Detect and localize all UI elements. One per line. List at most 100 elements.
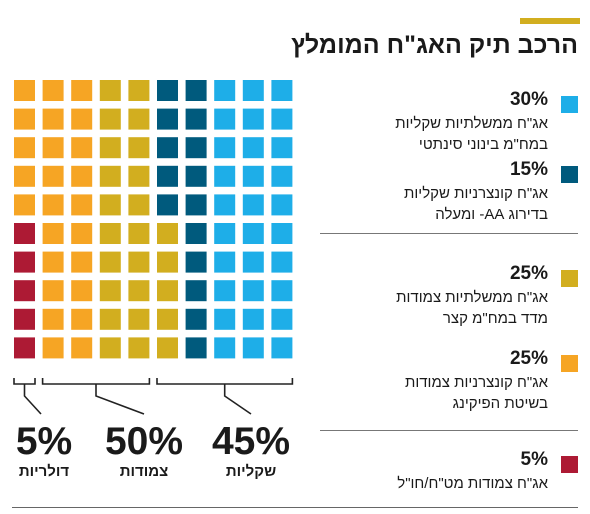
group-pct-dollar: 5% xyxy=(15,420,73,463)
group-bracket xyxy=(13,378,36,385)
waffle-cell xyxy=(99,251,121,273)
waffle-cell xyxy=(242,223,264,244)
legend-pct: 5% xyxy=(520,449,548,470)
waffle-cell xyxy=(185,80,207,101)
waffle-cell xyxy=(271,308,293,330)
waffle-cell xyxy=(242,251,264,273)
waffle-cell xyxy=(185,251,207,273)
waffle-cell xyxy=(271,223,293,244)
title-accent-bar xyxy=(520,18,580,24)
waffle-cell xyxy=(185,223,207,244)
waffle-cell xyxy=(214,165,236,187)
legend-desc: אג"ח צמודות מט"ח/חו"ל xyxy=(338,473,548,494)
waffle-cell xyxy=(42,251,64,273)
legend-swatch-red xyxy=(561,456,578,473)
legend-desc-line1: אג"ח ממשלתיות צמודות xyxy=(396,289,548,306)
legend-desc-line2: בדירוג AA- ומעלה xyxy=(435,206,548,223)
waffle-cell xyxy=(214,308,236,330)
legend-pct: 25% xyxy=(509,348,548,369)
group-pct-shekel: 45% xyxy=(211,420,291,463)
waffle-cell xyxy=(99,80,121,101)
waffle-cell xyxy=(128,194,150,216)
legend-desc: אג"ח קונצרניות צמודות בשיטת הפיקינג xyxy=(338,372,548,414)
waffle-cell xyxy=(128,137,150,159)
waffle-cell xyxy=(42,308,64,330)
waffle-cell xyxy=(14,137,35,159)
waffle-cell xyxy=(185,137,207,159)
waffle-cell xyxy=(99,108,121,130)
waffle-cell xyxy=(14,251,35,273)
group-label-dollar: דולריות xyxy=(18,463,70,480)
waffle-cell xyxy=(99,137,121,159)
waffle-cell xyxy=(185,308,207,330)
waffle-cell xyxy=(271,280,293,302)
waffle-cell xyxy=(271,251,293,273)
waffle-cell xyxy=(128,108,150,130)
waffle-cell xyxy=(99,165,121,187)
legend-desc-line1: אג"ח ממשלתיות שקליות xyxy=(395,115,548,132)
waffle-cell xyxy=(242,194,264,216)
legend-pct: 30% xyxy=(509,89,548,110)
waffle-cell xyxy=(128,223,150,244)
legend-separator xyxy=(320,430,578,431)
waffle-cell xyxy=(14,108,35,130)
waffle-cell xyxy=(214,223,236,244)
legend-desc-line2: בשיטת הפיקינג xyxy=(452,395,548,412)
legend-item-corp-shekel: 15% אג"ח קונצרניות שקליות בדירוג AA- ומע… xyxy=(338,158,578,223)
waffle-cell xyxy=(185,194,207,216)
legend-swatch-dark-blue xyxy=(561,166,578,183)
group-pct-indexed: 50% xyxy=(104,420,184,463)
legend-desc: אג"ח ממשלתיות שקליות במח"מ בינוני סינתטי xyxy=(338,113,548,155)
waffle-cell xyxy=(42,108,64,130)
waffle-cell xyxy=(71,251,93,273)
legend-item-gov-shekel: 30% אג"ח ממשלתיות שקליות במח"מ בינוני סי… xyxy=(338,88,578,153)
waffle-cell xyxy=(71,165,93,187)
waffle-cell xyxy=(14,194,35,216)
waffle-cell xyxy=(128,251,150,273)
waffle-cell xyxy=(71,337,93,359)
waffle-cell xyxy=(99,223,121,244)
waffle-cell xyxy=(214,108,236,130)
group-connector xyxy=(95,384,145,415)
waffle-cell xyxy=(99,308,121,330)
waffle-cell xyxy=(157,194,178,216)
waffle-cell xyxy=(157,137,178,159)
waffle-cell xyxy=(71,80,93,101)
group-label-shekel: שקליות xyxy=(225,463,277,480)
waffle-cell xyxy=(42,337,64,359)
legend-desc-line1: אג"ח קונצרניות צמודות xyxy=(404,374,548,391)
waffle-cell xyxy=(71,194,93,216)
waffle-cell xyxy=(99,280,121,302)
waffle-cell xyxy=(185,337,207,359)
legend-desc-line2: מדד במח"מ קצר xyxy=(442,310,548,327)
legend-desc: אג"ח קונצרניות שקליות בדירוג AA- ומעלה xyxy=(338,183,548,225)
waffle-cell xyxy=(42,223,64,244)
group-bracket xyxy=(41,378,151,385)
waffle-cell xyxy=(214,251,236,273)
group-label-indexed: צמודות xyxy=(119,463,169,480)
waffle-cell xyxy=(42,137,64,159)
waffle-cell xyxy=(71,308,93,330)
waffle-cell xyxy=(214,137,236,159)
waffle-cell xyxy=(71,137,93,159)
waffle-cell xyxy=(185,108,207,130)
waffle-cell xyxy=(157,251,178,273)
waffle-cell xyxy=(71,108,93,130)
waffle-cell xyxy=(271,165,293,187)
waffle-cell xyxy=(157,108,178,130)
waffle-cell xyxy=(185,280,207,302)
legend-swatch-mustard xyxy=(561,270,578,287)
waffle-cell xyxy=(71,223,93,244)
waffle-cell xyxy=(14,280,35,302)
waffle-cell xyxy=(214,194,236,216)
waffle-cell xyxy=(157,165,178,187)
waffle-cell xyxy=(271,80,293,101)
legend-desc-line1: אג"ח צמודות מט"ח/חו"ל xyxy=(397,475,548,492)
waffle-cell xyxy=(214,337,236,359)
bottom-rule xyxy=(12,507,578,508)
waffle-cell xyxy=(242,280,264,302)
group-bracket xyxy=(156,378,294,385)
waffle-cell xyxy=(271,108,293,130)
legend-swatch-orange xyxy=(561,355,578,372)
waffle-cell xyxy=(242,308,264,330)
